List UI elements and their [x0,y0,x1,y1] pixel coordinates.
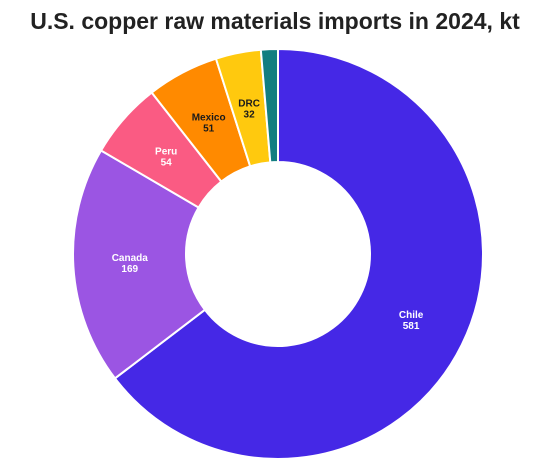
slice-label-canada: Canada [112,253,149,264]
slice-canada [72,149,207,380]
slice-unnamed [259,47,279,164]
slice-value-mexico: 51 [203,124,215,135]
slice-value-drc: 32 [244,109,256,120]
slice-value-chile: 581 [403,321,420,332]
slice-value-canada: 169 [121,264,138,275]
slice-value-peru: 54 [161,157,173,168]
slice-chile [113,47,484,460]
slice-label-peru: Peru [155,146,177,157]
slice-label-drc: DRC [238,98,260,109]
slice-label-mexico: Mexico [192,113,226,124]
chart-title: U.S. copper raw materials imports in 202… [30,8,520,34]
slice-label-chile: Chile [399,310,424,321]
